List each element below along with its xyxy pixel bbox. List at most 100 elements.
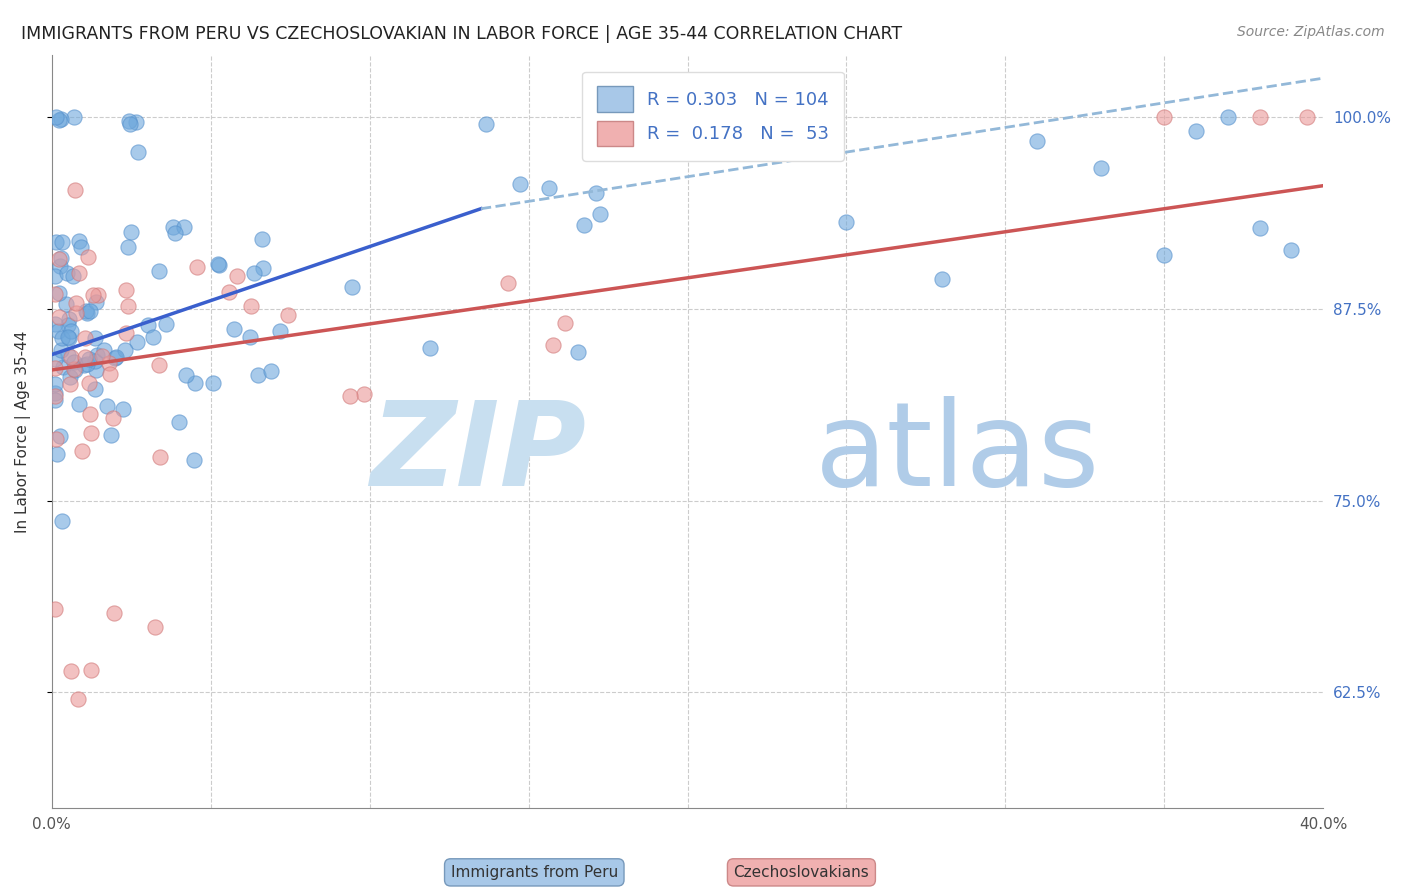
Point [80,664,103,678]
Point [76,357,98,371]
Point [541,338,564,352]
Point [44,392,66,407]
Point [155,317,177,331]
Point [67,266,90,280]
Point [58,348,80,362]
Point [69,397,91,411]
Point [56,329,79,343]
Point [55,297,77,311]
Point [1185,124,1208,138]
Point [75,331,97,345]
Point [174,368,197,382]
Point [183,453,205,467]
Point [62,268,84,283]
Point [117,240,139,254]
Point [44,286,66,301]
Point [1249,110,1271,124]
Point [149,450,172,464]
Point [509,178,531,192]
Point [58,331,80,345]
Point [148,359,170,373]
Point [44,351,66,366]
Point [44,360,66,375]
Point [51,251,73,265]
Point [1296,110,1319,124]
Point [73,350,96,364]
Point [75,303,97,318]
Point [66,692,89,706]
Point [162,220,184,235]
Point [208,258,231,272]
Point [65,296,87,310]
Point [98,356,121,370]
Point [218,285,240,299]
Point [46,324,69,338]
Point [127,145,149,160]
Point [118,114,141,128]
Point [419,341,441,355]
Point [60,351,83,365]
Point [105,351,128,365]
Point [498,276,520,290]
Point [114,326,136,341]
Point [44,389,66,403]
Point [51,331,73,345]
Point [633,116,655,130]
Point [1216,110,1239,124]
Point [117,299,139,313]
Point [62,361,84,376]
Text: Czechoslovakians: Czechoslovakians [734,865,869,880]
Point [65,306,87,320]
Point [247,368,270,382]
Point [100,427,122,442]
Point [148,264,170,278]
Point [44,110,66,124]
Point [201,376,224,390]
Point [277,308,299,322]
Point [59,369,82,384]
Point [49,343,72,357]
Point [96,399,118,413]
Point [49,259,72,273]
Text: IMMIGRANTS FROM PERU VS CZECHOSLOVAKIAN IN LABOR FORCE | AGE 35-44 CORRELATION C: IMMIGRANTS FROM PERU VS CZECHOSLOVAKIAN … [21,25,903,43]
Text: ZIP: ZIP [370,396,586,511]
Point [1090,161,1112,175]
Y-axis label: In Labor Force | Age 35-44: In Labor Force | Age 35-44 [15,330,31,533]
Point [51,514,73,528]
Point [1153,110,1175,124]
Point [554,316,576,330]
Point [79,376,101,390]
Point [835,215,858,229]
Point [1281,243,1303,257]
Point [339,389,361,403]
Point [48,113,70,128]
Point [83,353,105,368]
Point [101,411,124,425]
Point [48,252,70,266]
Point [44,377,66,392]
Text: Source: ZipAtlas.com: Source: ZipAtlas.com [1237,25,1385,39]
Point [567,345,589,359]
Point [86,347,108,361]
Point [63,110,86,124]
Point [87,287,110,301]
Point [59,325,82,339]
Point [184,376,207,391]
Point [63,183,86,197]
Point [45,433,67,447]
Point [143,620,166,634]
Point [260,364,283,378]
Point [125,335,148,350]
Text: atlas: atlas [814,396,1099,511]
Point [67,234,90,248]
Point [51,112,73,126]
Point [58,318,80,332]
Point [51,235,73,249]
Point [931,272,953,286]
Point [125,115,148,129]
Point [103,607,125,621]
Point [79,303,101,318]
Point [111,402,134,417]
Point [48,310,70,325]
Point [98,367,121,381]
